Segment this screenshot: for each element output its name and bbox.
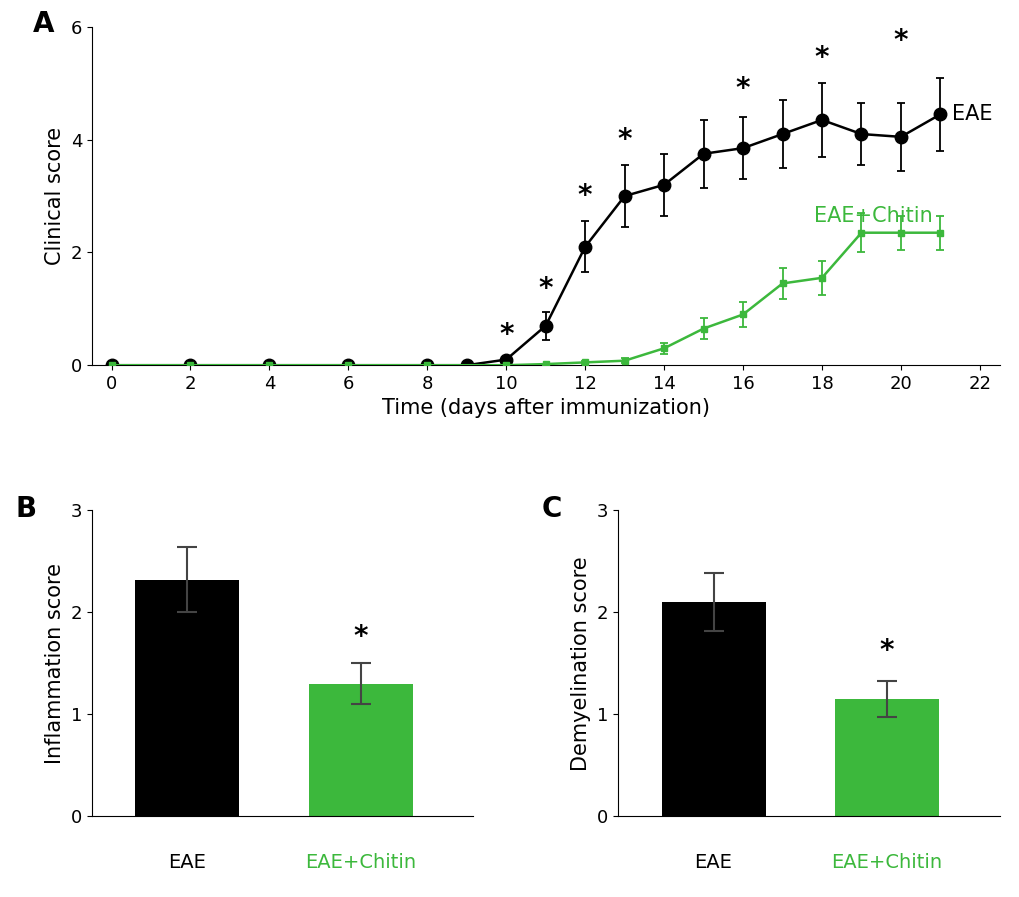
Text: *: *	[353, 623, 368, 651]
Text: *: *	[616, 126, 631, 153]
Y-axis label: Inflammation score: Inflammation score	[45, 562, 65, 763]
Bar	[835, 699, 938, 816]
Text: *: *	[893, 27, 907, 55]
Text: *: *	[878, 637, 894, 666]
Text: A: A	[33, 10, 54, 38]
Bar	[661, 602, 765, 816]
Text: *: *	[814, 44, 828, 72]
Y-axis label: Demyelination score: Demyelination score	[571, 556, 591, 771]
Text: B: B	[15, 495, 37, 523]
Bar	[308, 684, 412, 816]
Bar	[135, 579, 238, 816]
Text: EAE+Chitin: EAE+Chitin	[830, 853, 942, 872]
Y-axis label: Clinical score: Clinical score	[45, 127, 65, 266]
X-axis label: Time (days after immunization): Time (days after immunization)	[381, 398, 709, 419]
Text: EAE: EAE	[952, 104, 991, 125]
Text: EAE: EAE	[694, 853, 732, 872]
Text: EAE+Chitin: EAE+Chitin	[813, 205, 932, 226]
Text: *: *	[538, 275, 552, 303]
Text: C: C	[541, 495, 561, 523]
Text: *: *	[498, 321, 513, 350]
Text: *: *	[735, 75, 750, 103]
Text: EAE+Chitin: EAE+Chitin	[305, 853, 416, 872]
Text: EAE: EAE	[168, 853, 206, 872]
Text: *: *	[578, 182, 592, 210]
